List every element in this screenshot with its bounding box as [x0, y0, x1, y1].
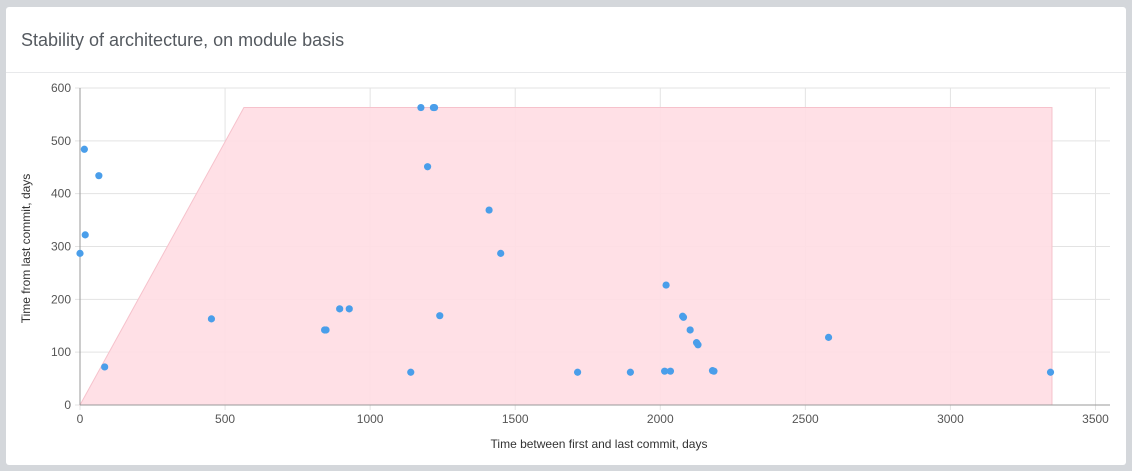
y-tick-label: 300: [51, 240, 71, 254]
data-point: [417, 104, 424, 111]
data-point: [95, 172, 102, 179]
data-point: [825, 334, 832, 341]
x-tick-label: 1000: [357, 412, 384, 426]
data-point: [574, 369, 581, 376]
data-point: [346, 305, 353, 312]
y-axis-label: Time from last commit, days: [19, 174, 33, 324]
x-axis-label: Time between first and last commit, days: [491, 437, 708, 451]
y-tick-label: 600: [51, 81, 71, 95]
data-point: [81, 146, 88, 153]
data-point: [627, 369, 634, 376]
stability-region: [80, 108, 1052, 405]
x-tick-label: 3500: [1082, 412, 1109, 426]
x-tick-label: 2000: [647, 412, 674, 426]
x-tick-label: 1500: [502, 412, 529, 426]
data-point: [694, 341, 701, 348]
data-point: [1047, 369, 1054, 376]
data-point: [322, 326, 329, 333]
data-point: [662, 281, 669, 288]
data-point: [710, 368, 717, 375]
data-point: [101, 363, 108, 370]
y-tick-label: 400: [51, 187, 71, 201]
y-tick-label: 500: [51, 134, 71, 148]
data-point: [208, 315, 215, 322]
data-point: [336, 305, 343, 312]
scatter-chart: 0 500 1000 1500 2000 2500 3000 3500 0 100 200 300 40…: [6, 7, 1126, 465]
data-point: [687, 326, 694, 333]
data-point: [497, 250, 504, 257]
y-tick-label: 0: [64, 398, 71, 412]
chart-card: Stability of architecture, on module bas…: [6, 7, 1126, 465]
x-tick-label: 0: [77, 412, 84, 426]
data-point: [431, 104, 438, 111]
x-tick-label: 2500: [792, 412, 819, 426]
data-point: [485, 206, 492, 213]
data-point: [680, 314, 687, 321]
y-tick-label: 100: [51, 345, 71, 359]
data-point: [76, 250, 83, 257]
data-point: [667, 368, 674, 375]
data-point: [407, 369, 414, 376]
x-tick-label: 500: [215, 412, 235, 426]
data-point: [436, 312, 443, 319]
data-point: [82, 231, 89, 238]
y-tick-label: 200: [51, 292, 71, 306]
x-tick-label: 3000: [937, 412, 964, 426]
data-point: [424, 163, 431, 170]
